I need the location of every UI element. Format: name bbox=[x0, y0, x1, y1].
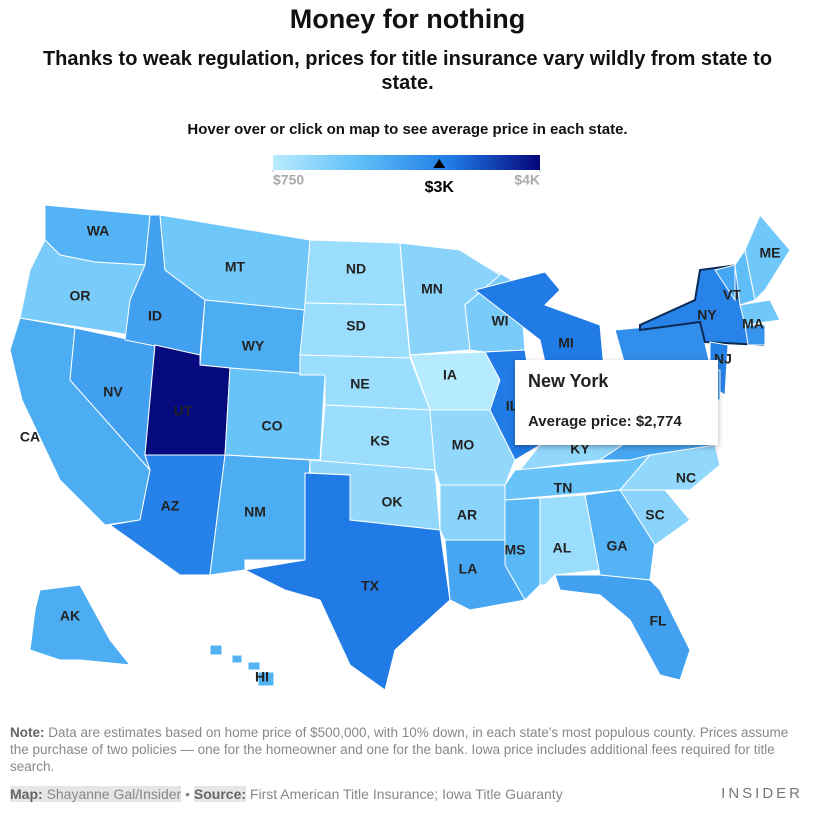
state bbox=[614, 321, 711, 366]
state-label: ND bbox=[346, 261, 366, 277]
state-label: MT bbox=[225, 259, 246, 275]
source-label: Source: bbox=[193, 786, 247, 802]
note-text: Data are estimates based on home price o… bbox=[10, 725, 789, 774]
state-label: CO bbox=[262, 418, 283, 434]
state-label: UT bbox=[174, 403, 193, 419]
state-label: OR bbox=[70, 288, 91, 304]
state bbox=[243, 472, 451, 691]
map-label: Map: bbox=[10, 786, 43, 802]
state-label: HI bbox=[255, 669, 269, 685]
state-label: KS bbox=[370, 433, 389, 449]
legend-marker-label: $3K bbox=[425, 179, 455, 196]
credits: Map: Shayanne Gal/Insider • Source: Firs… bbox=[10, 786, 563, 802]
tooltip-title: New York bbox=[528, 371, 609, 391]
state-label: MO bbox=[452, 437, 475, 453]
state-label: NJ bbox=[714, 351, 732, 367]
source: First American Title Insurance; Iowa Tit… bbox=[249, 786, 563, 802]
state-label: TX bbox=[361, 578, 380, 594]
legend-tick-label: $4K bbox=[514, 172, 540, 188]
state-label: NE bbox=[350, 376, 369, 392]
state-label: ID bbox=[148, 308, 162, 324]
subtitle: Thanks to weak regulation, prices for ti… bbox=[42, 48, 773, 94]
state bbox=[257, 671, 275, 687]
state-label: MA bbox=[742, 316, 764, 332]
note: Note: Data are estimates based on home p… bbox=[10, 724, 800, 775]
state-label: NC bbox=[676, 470, 696, 486]
state-label: NY bbox=[697, 307, 717, 323]
legend-bar bbox=[273, 155, 540, 170]
state bbox=[504, 497, 541, 601]
state bbox=[247, 661, 261, 671]
state-label: LA bbox=[459, 561, 478, 577]
state-label: NM bbox=[244, 504, 266, 520]
state bbox=[209, 644, 223, 656]
state-label: ME bbox=[760, 245, 781, 261]
legend-marker bbox=[433, 159, 446, 168]
state-label: TN bbox=[554, 480, 573, 496]
map-credit: Shayanne Gal/Insider bbox=[46, 786, 182, 802]
state-label: GA bbox=[607, 538, 628, 554]
instruction: Hover over or click on map to see averag… bbox=[187, 121, 628, 138]
state-label: MN bbox=[421, 281, 443, 297]
title: Money for nothing bbox=[289, 4, 526, 34]
state-label: AK bbox=[60, 608, 80, 624]
state-label: AR bbox=[457, 507, 477, 523]
state bbox=[744, 214, 791, 302]
state-label: WY bbox=[242, 338, 265, 354]
state bbox=[224, 367, 326, 461]
state bbox=[584, 489, 656, 581]
state-label: NV bbox=[103, 384, 123, 400]
state-label: FL bbox=[649, 613, 667, 629]
state-label: IA bbox=[443, 367, 457, 383]
legend-tick-label: $750 bbox=[273, 172, 304, 188]
state-label: CA bbox=[20, 429, 40, 445]
state-label: MS bbox=[505, 542, 526, 558]
tooltip-value: Average price: $2,774 bbox=[528, 413, 682, 430]
state-label: SD bbox=[346, 318, 365, 334]
state-label: AZ bbox=[161, 498, 180, 514]
state-label: WI bbox=[491, 313, 508, 329]
state bbox=[739, 299, 781, 326]
brand: INSIDER bbox=[721, 785, 803, 802]
state-label: SC bbox=[645, 507, 664, 523]
state bbox=[714, 264, 736, 302]
state bbox=[231, 654, 243, 664]
state-label: VT bbox=[723, 287, 741, 303]
state bbox=[29, 584, 132, 666]
state bbox=[554, 574, 691, 681]
state bbox=[744, 324, 766, 346]
map: $750 $4K WA OR CA NV ID MT WY UT CO AZ NM ND SD NE KS OK T… bbox=[9, 155, 791, 691]
state bbox=[473, 271, 606, 386]
tooltip bbox=[515, 360, 718, 445]
state-label: OK bbox=[382, 494, 403, 510]
state-label: WA bbox=[87, 223, 110, 239]
note-label: Note: bbox=[10, 725, 45, 740]
state-label: AL bbox=[553, 540, 572, 556]
state-label: MI bbox=[558, 335, 574, 351]
